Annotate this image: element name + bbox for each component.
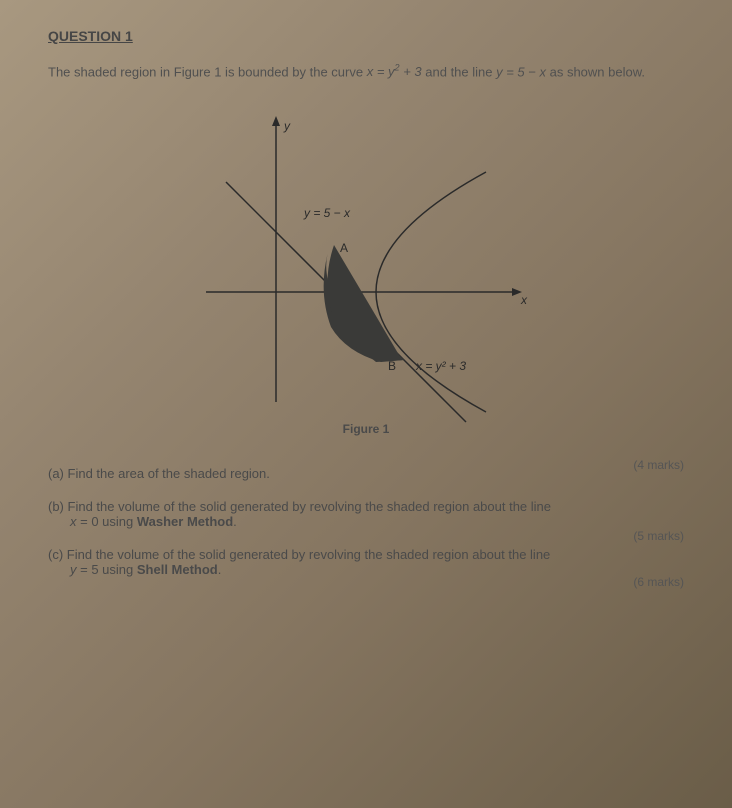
prompt-mid: and the line [425,64,496,79]
part-b: (b) Find the volume of the solid generat… [48,499,684,529]
question-parts: (a) Find the area of the shaded region. … [48,466,684,577]
part-b-label: (b) [48,499,64,514]
part-b-method: Washer Method [137,514,233,529]
equation-line: y = 5 − x [496,64,546,79]
figure-caption: Figure 1 [48,422,684,436]
part-a-text: Find the area of the shaded region. [68,466,270,481]
prompt-prefix: The shaded region in Figure 1 is bounded… [48,64,367,79]
question-prompt: The shaded region in Figure 1 is bounded… [48,62,684,82]
part-b-line2: x = 0 using Washer Method. [70,514,684,529]
part-a-label: (a) [48,466,64,481]
part-b-marks: (5 marks) [633,529,684,543]
question-heading: QUESTION 1 [48,28,684,44]
part-c-axis: y [70,562,77,577]
curve-equation-label: x = y² + 3 [415,359,466,373]
prompt-suffix: as shown below. [550,64,645,79]
equation-curve: x = y2 + 3 [367,64,422,79]
part-b-axis: x [70,514,77,529]
figure-svg: y x y = 5 − x x = y² + 3 A B [186,102,546,432]
part-c-line2: y = 5 using Shell Method. [70,562,684,577]
part-a-marks: (4 marks) [633,458,684,472]
shaded-region-main [327,245,402,360]
part-c-label: (c) [48,547,63,562]
part-b-suffix: . [233,514,237,529]
figure-wrapper: y x y = 5 − x x = y² + 3 A B [48,102,684,432]
y-axis-arrow [272,116,280,126]
y-axis-label: y [283,119,291,133]
part-c-method: Shell Method [137,562,218,577]
line-equation-label: y = 5 − x [303,206,351,220]
point-b-label: B [388,359,396,373]
part-c: (c) Find the volume of the solid generat… [48,547,684,577]
part-a: (a) Find the area of the shaded region. … [48,466,684,481]
point-a-label: A [340,241,348,255]
part-c-text-line1: Find the volume of the solid generated b… [67,547,551,562]
part-c-suffix: . [218,562,222,577]
part-b-text-line1: Find the volume of the solid generated b… [68,499,552,514]
x-axis-label: x [520,293,528,307]
part-c-marks: (6 marks) [633,575,684,589]
